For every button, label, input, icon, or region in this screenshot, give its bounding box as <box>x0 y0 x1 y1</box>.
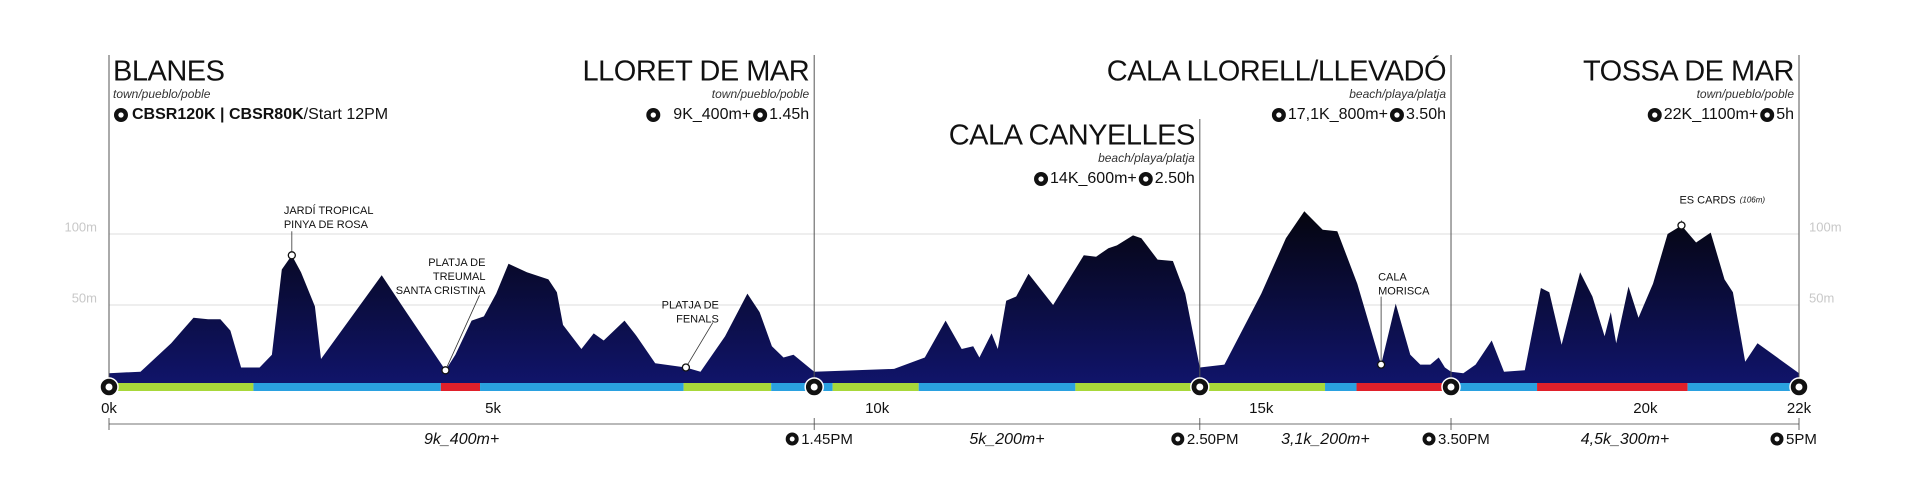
x-tick-label: 10k <box>865 400 890 417</box>
surface-segment <box>918 383 1076 391</box>
annotation-text: TREUMAL <box>433 271 486 283</box>
annotation-marker <box>441 366 450 375</box>
icon-detail <box>1774 436 1780 442</box>
location-kind: town/pueblo/poble <box>712 87 810 101</box>
icon-detail <box>1276 112 1282 118</box>
y-tick-label-right: 100m <box>1809 219 1842 234</box>
location-name: TOSSA DE MAR <box>1583 56 1794 88</box>
leg-label: 3,1k_200m+ <box>1281 431 1370 448</box>
surface-segment <box>480 383 684 391</box>
icon-detail <box>1394 112 1400 118</box>
arrival-time: 2.50PM <box>1187 431 1239 448</box>
icon-detail <box>1175 436 1181 442</box>
distance: 9K_400m+ <box>673 106 751 123</box>
distance: 22K_1100m+ <box>1664 106 1758 123</box>
distance: 14K_600m+ <box>1050 170 1137 187</box>
x-tick-label: 20k <box>1633 400 1658 417</box>
annotation-marker <box>1376 360 1386 369</box>
location-name: BLANES <box>113 56 225 88</box>
annotation-text: ES CARDS <box>1679 194 1735 206</box>
location-marker-detail <box>105 383 113 391</box>
arrival-time: 3.50PM <box>1438 431 1490 448</box>
duration: 2.50h <box>1155 170 1195 187</box>
location-marker-detail <box>1447 383 1455 391</box>
location-kind: town/pueblo/poble <box>1697 87 1795 101</box>
icon-detail <box>1426 436 1432 442</box>
duration: 5h <box>1776 106 1794 123</box>
leg-label: 9k_400m+ <box>424 431 499 448</box>
x-tick-label: 15k <box>1249 400 1274 417</box>
x-tick-label: 22k <box>1787 400 1812 417</box>
distance: 17,1K_800m+ <box>1288 106 1388 123</box>
surface-segment <box>440 383 481 391</box>
surface-segment <box>1687 383 1799 391</box>
route: CBSR120K | CBSR80K <box>132 106 304 123</box>
start-time: /Start 12PM <box>304 106 388 123</box>
surface-segment <box>1451 383 1538 391</box>
surface-segment <box>109 383 254 391</box>
location-kind: beach/playa/platja <box>1098 151 1195 165</box>
annotation-text: PLATJA DE <box>662 299 719 311</box>
surface-segment <box>253 383 441 391</box>
duration: 1.45h <box>769 106 809 123</box>
location-kind: town/pueblo/poble <box>113 87 211 101</box>
location-marker-detail <box>1196 383 1204 391</box>
leg-label: 4,5k_300m+ <box>1581 431 1670 448</box>
annotation-note: (106m) <box>1740 196 1766 205</box>
location-name: LLORET DE MAR <box>583 56 810 88</box>
location-name: CALA LLORELL/LLEVADÓ <box>1107 55 1446 88</box>
duration: 3.50h <box>1406 106 1446 123</box>
annotation-text: MORISCA <box>1378 286 1430 298</box>
location-name: CALA CANYELLES <box>949 120 1195 152</box>
x-tick-label: 0k <box>101 400 117 417</box>
surface-segment <box>1356 383 1452 391</box>
surface-segment <box>1537 383 1688 391</box>
annotation-marker <box>1677 221 1686 230</box>
y-tick-label: 50m <box>72 290 97 305</box>
icon-detail <box>650 112 656 118</box>
icon-detail <box>118 112 124 118</box>
icon-detail <box>1143 176 1149 182</box>
location-marker-detail <box>1795 383 1803 391</box>
surface-segment <box>1325 383 1357 391</box>
arrival-time: 5PM <box>1786 431 1817 448</box>
annotation-text: PLATJA DE <box>428 257 485 269</box>
annotation-marker <box>681 363 691 372</box>
x-tick-label: 5k <box>485 400 501 417</box>
icon-detail <box>1764 112 1770 118</box>
location-marker-detail <box>810 383 818 391</box>
icon-detail <box>757 112 763 118</box>
annotation-text: SANTA CRISTINA <box>396 285 486 297</box>
location-kind: beach/playa/platja <box>1349 87 1446 101</box>
icon-detail <box>1038 176 1044 182</box>
surface-segment <box>683 383 772 391</box>
surface-segment <box>832 383 919 391</box>
y-tick-label-right: 50m <box>1809 290 1834 305</box>
annotation-leader <box>685 322 714 368</box>
annotation-marker <box>287 251 296 260</box>
arrival-time: 1.45PM <box>801 431 853 448</box>
leg-label: 5k_200m+ <box>969 431 1044 448</box>
icon-detail <box>1652 112 1658 118</box>
surface-segment <box>771 383 833 391</box>
annotation-leader <box>445 295 480 371</box>
annotation-text: JARDÍ TROPICAL <box>284 204 374 217</box>
y-tick-label: 100m <box>64 219 97 234</box>
elevation-area <box>109 211 1799 383</box>
annotation-text: FENALS <box>676 313 719 325</box>
annotation-text: PINYA DE ROSA <box>284 219 369 231</box>
annotation-text: CALA <box>1378 272 1407 284</box>
icon-detail <box>789 436 795 442</box>
